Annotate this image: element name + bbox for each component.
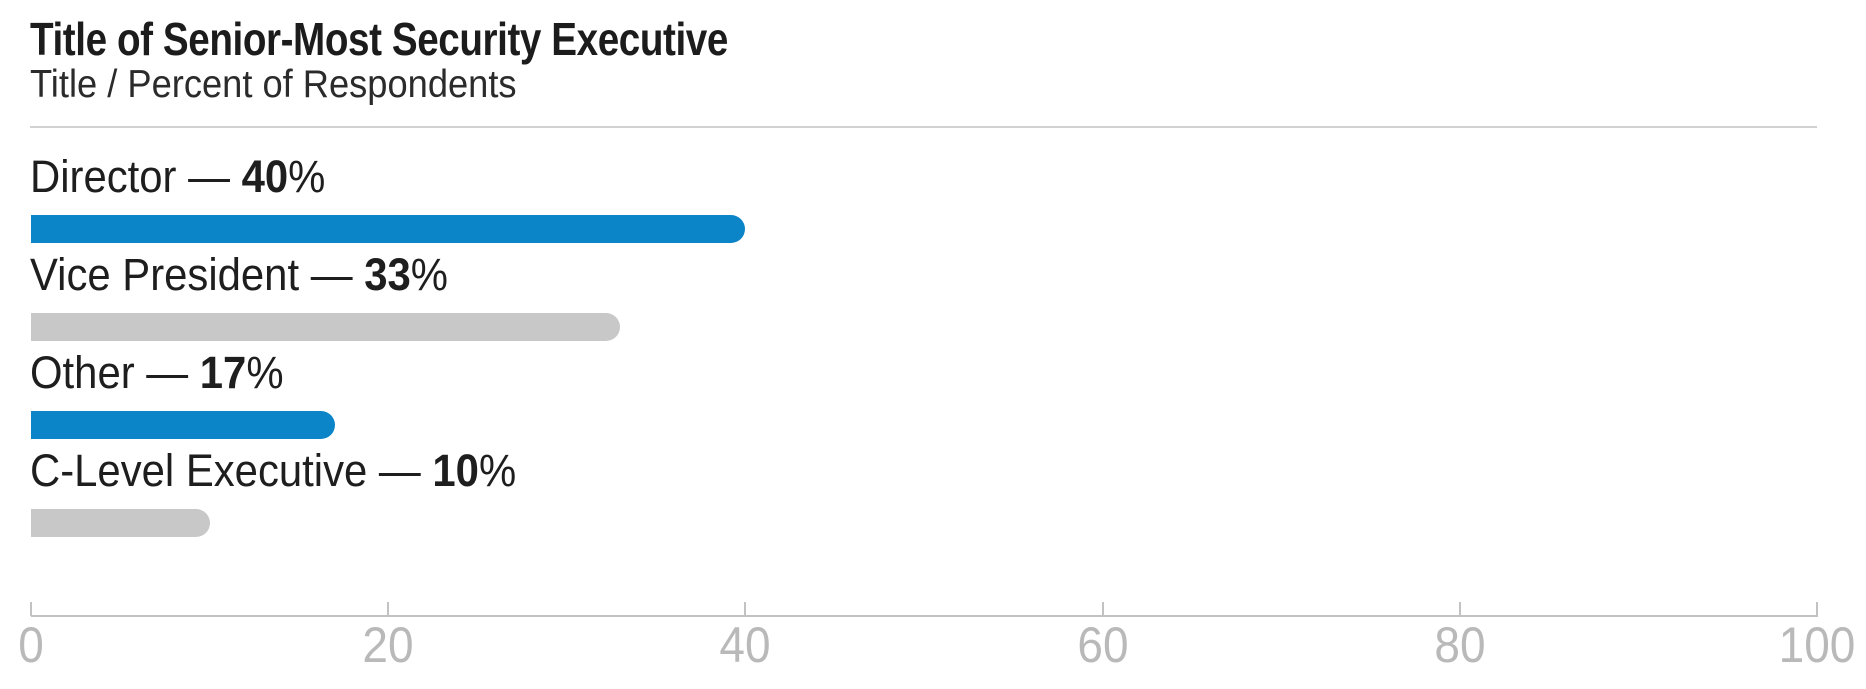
bar-value-text: 17 bbox=[199, 347, 247, 398]
x-axis-tick-label: 20 bbox=[362, 617, 414, 673]
chart-title: Title of Senior-Most Security Executive bbox=[30, 12, 861, 66]
bar-value-suffix: % bbox=[288, 151, 326, 202]
x-axis-tick-label: 80 bbox=[1434, 617, 1486, 673]
x-axis-tick-label: 100 bbox=[1778, 617, 1856, 673]
x-axis-tick-mark bbox=[1101, 602, 1104, 616]
bar-value-suffix: % bbox=[410, 249, 448, 300]
bar-label: Vice President — 33% bbox=[30, 251, 448, 299]
bar bbox=[31, 411, 335, 439]
bar-value-text: 10 bbox=[432, 445, 479, 496]
bar-value-suffix: % bbox=[478, 445, 517, 496]
chart-title-text: Title of Senior-Most Security Executive bbox=[30, 13, 728, 65]
bar bbox=[31, 509, 210, 537]
bar bbox=[31, 215, 745, 243]
chart-subtitle: Title / Percent of Respondents bbox=[30, 63, 553, 107]
bar-label: C-Level Executive — 10% bbox=[30, 447, 516, 495]
x-axis-tick-label: 40 bbox=[719, 617, 771, 673]
bar-category-text: Vice President — bbox=[30, 249, 365, 300]
x-axis-line bbox=[31, 615, 1818, 617]
bar-category-text: Other — bbox=[30, 347, 200, 398]
x-axis-tick-mark bbox=[387, 602, 390, 616]
x-axis-tick-label: 60 bbox=[1077, 617, 1129, 673]
x-axis-tick-mark bbox=[744, 602, 747, 616]
bar-category-text: C-Level Executive — bbox=[30, 445, 433, 496]
bar-value-text: 40 bbox=[241, 151, 289, 202]
chart-subtitle-text: Title / Percent of Respondents bbox=[30, 63, 517, 106]
x-axis-tick-mark bbox=[30, 602, 32, 616]
bar-value-suffix: % bbox=[246, 347, 284, 398]
header-divider-line bbox=[30, 126, 1817, 128]
bar-value-text: 33 bbox=[364, 249, 411, 300]
bar-label: Director — 40% bbox=[30, 153, 325, 201]
bar-category-text: Director — bbox=[30, 151, 242, 202]
x-axis-tick-mark bbox=[1458, 602, 1461, 616]
x-axis-tick-label: 0 bbox=[18, 617, 44, 673]
bar-label: Other — 17% bbox=[30, 349, 284, 397]
bar bbox=[31, 313, 620, 341]
x-axis-tick-mark bbox=[1816, 602, 1818, 616]
